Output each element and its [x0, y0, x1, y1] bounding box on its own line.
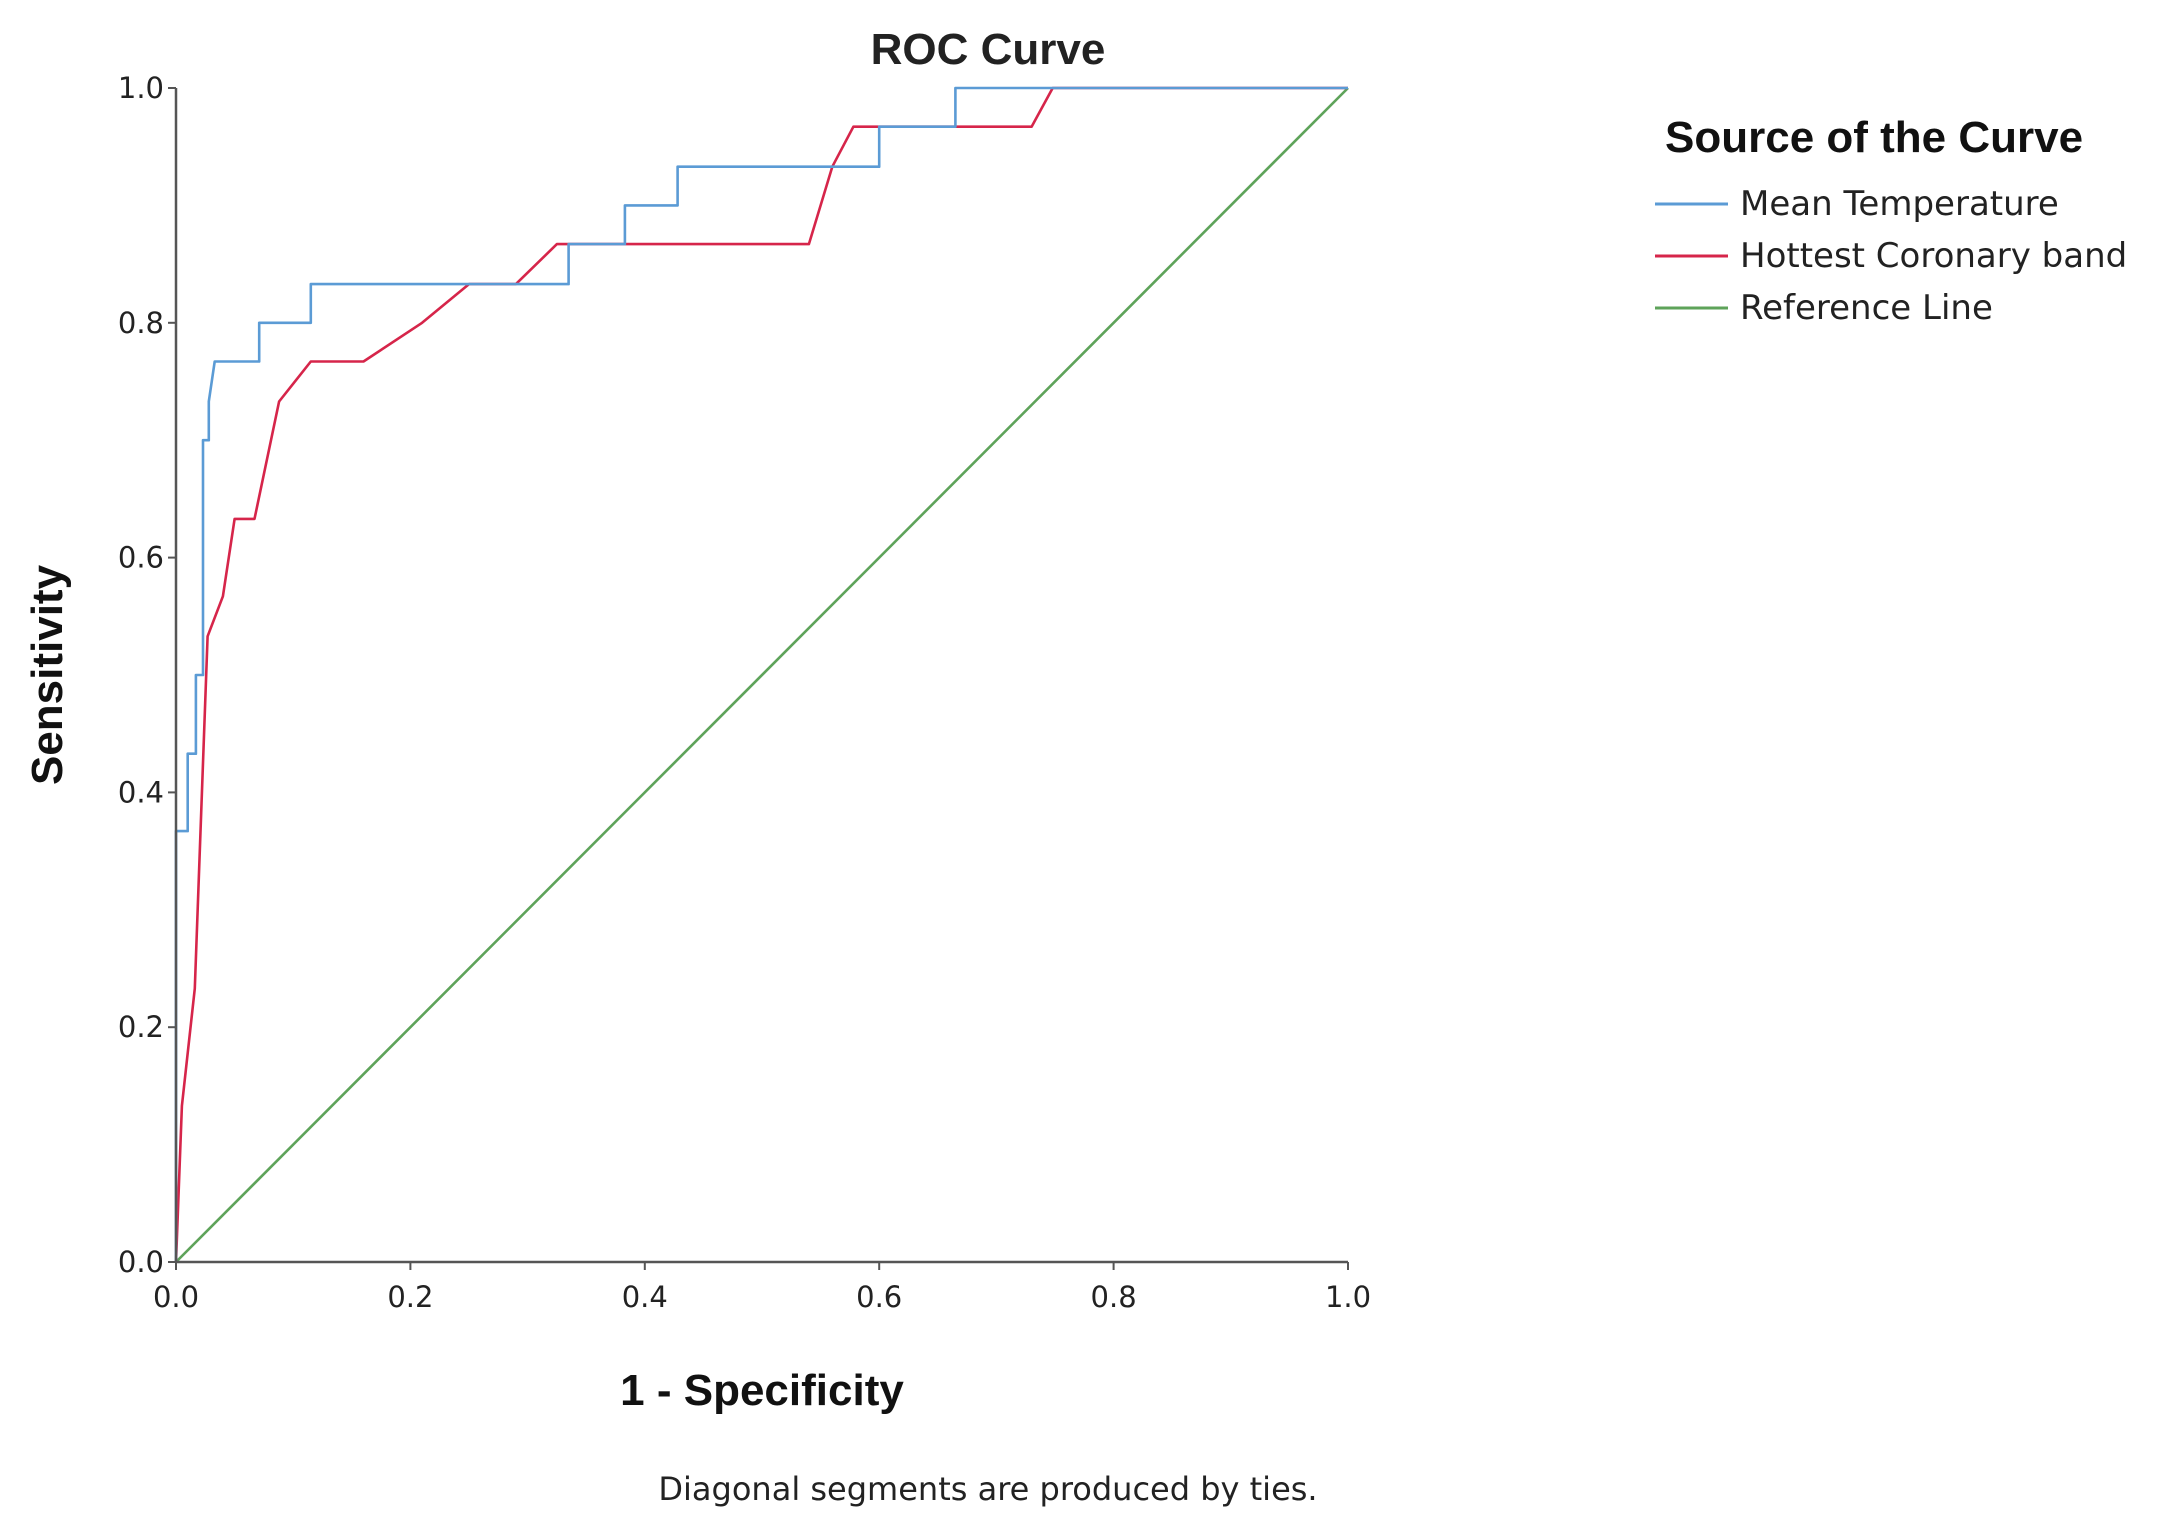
y-ticks: 0.0 0.2 0.4 0.6 0.8 1.0	[118, 71, 176, 1279]
legend: Source of the Curve Mean Temperature Hott…	[1655, 113, 2127, 328]
x-tick-label: 0.4	[622, 1280, 668, 1314]
y-tick-label: 0.4	[118, 775, 164, 809]
legend-label: Hottest Coronary band	[1740, 236, 2127, 276]
x-axis-label: 1 - Specificity	[620, 1366, 904, 1415]
roc-chart: ROC Curve 0.0 0.2 0.4 0.6 0.8 1.0 0.00.20.40.…	[0, 0, 2159, 1532]
y-tick-label: 1.0	[118, 71, 164, 105]
y-tick-label: 0.6	[118, 541, 164, 575]
legend-label: Mean Temperature	[1740, 184, 2059, 224]
y-axis-label: Sensitivity	[23, 564, 72, 785]
x-tick-label: 0.8	[1091, 1280, 1137, 1314]
x-ticks: 0.0 0.2 0.4 0.6 0.8 1.0	[153, 1262, 1371, 1314]
y-tick-label: 0.2	[118, 1010, 164, 1044]
plot-series	[176, 88, 1348, 1262]
x-tick-label: 0.2	[387, 1280, 433, 1314]
y-tick-label: 0.0	[118, 1245, 164, 1279]
x-tick-label: 0.0	[153, 1280, 199, 1314]
footnote: Diagonal segments are produced by ties.	[658, 1470, 1317, 1508]
legend-items: Mean Temperature Hottest Coronary band Ref…	[1655, 184, 2127, 328]
y-tick-label: 0.8	[118, 306, 164, 340]
x-tick-label: 1.0	[1325, 1280, 1371, 1314]
series-line-reference-line	[176, 88, 1348, 1262]
legend-title: Source of the Curve	[1665, 113, 2083, 162]
legend-label: Reference Line	[1740, 288, 1993, 328]
chart-title: ROC Curve	[871, 25, 1106, 74]
x-tick-label: 0.6	[856, 1280, 902, 1314]
